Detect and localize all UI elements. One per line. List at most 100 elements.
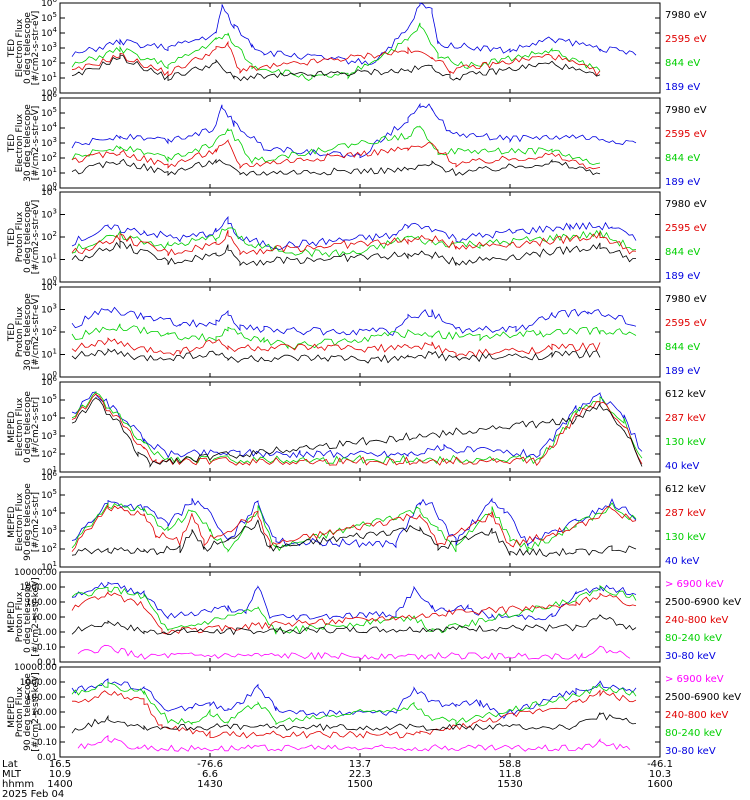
y-axis-label-line: Electron Flux bbox=[15, 18, 25, 77]
y-axis-label-line: Electron Flux bbox=[15, 113, 25, 172]
legend-entry: 130 keV bbox=[665, 437, 706, 448]
y-tick-label: 105 bbox=[41, 393, 57, 406]
y-axis-label-line: [#/cm2-s-str] bbox=[31, 492, 41, 552]
y-tick-label: 103 bbox=[41, 524, 57, 537]
tick-exponent: 4 bbox=[53, 185, 58, 193]
tick-exponent: 4 bbox=[53, 506, 58, 514]
legend-entry: 844 eV bbox=[665, 247, 700, 258]
tick-exponent: 4 bbox=[53, 411, 58, 419]
y-axis-label-line: TED bbox=[7, 228, 17, 247]
series-189-ev bbox=[71, 2, 637, 66]
tick-exponent: 2 bbox=[53, 151, 57, 159]
y-tick-label: 101 bbox=[41, 348, 57, 361]
footer-value: 16.5 bbox=[49, 759, 71, 770]
tick-exponent: 3 bbox=[53, 41, 57, 49]
y-axis-label-line: 30 deg telescope bbox=[23, 104, 33, 182]
footer-value: 6.6 bbox=[202, 769, 218, 780]
legend-entry: 2595 eV bbox=[665, 34, 707, 45]
y-tick-label: 1000.00 bbox=[20, 583, 57, 593]
footer-value: 1500 bbox=[347, 779, 372, 790]
legend-entry: 240-800 keV bbox=[665, 615, 729, 626]
legend-entry: 189 eV bbox=[665, 366, 700, 377]
y-tick-label: 101 bbox=[41, 166, 57, 179]
legend-entry: 30-80 keV bbox=[665, 651, 716, 662]
footer-value: 58.8 bbox=[499, 759, 521, 770]
tick-exponent: 3 bbox=[53, 208, 57, 216]
panel-7: 10000.00 1000.00 100.00 10.00 1.00 0.10 0.01 ME… bbox=[7, 568, 741, 668]
footer-value: 1600 bbox=[647, 779, 672, 790]
y-tick-label: 102 bbox=[41, 56, 57, 69]
y-tick-label: 101 bbox=[41, 71, 57, 84]
series-2595-ev bbox=[71, 229, 637, 256]
tick-exponent: 1 bbox=[53, 348, 57, 356]
y-tick-label: 102 bbox=[41, 230, 57, 243]
y-axis-label-line: Proton Flux bbox=[15, 306, 25, 357]
y-tick-label: 1.00 bbox=[37, 628, 57, 638]
y-axis-label-line: MEPED bbox=[7, 411, 17, 443]
y-tick-label: 104 bbox=[41, 26, 57, 39]
legend-entry: 2500-6900 keV bbox=[665, 692, 741, 703]
y-tick-label: 103 bbox=[41, 136, 57, 149]
footer-value: 10.9 bbox=[49, 769, 71, 780]
tick-exponent: 6 bbox=[53, 375, 58, 383]
footer-value: 13.7 bbox=[349, 759, 371, 770]
y-tick-label: 102 bbox=[41, 542, 57, 555]
y-axis-label-line: Proton Flux bbox=[15, 591, 25, 642]
panel-frame bbox=[59, 97, 661, 189]
tick-exponent: 3 bbox=[53, 524, 57, 532]
y-tick-label: 100.00 bbox=[26, 693, 58, 703]
panel-frame bbox=[59, 571, 661, 663]
legend-entry: 30-80 keV bbox=[665, 746, 716, 757]
series-287-kev bbox=[71, 503, 637, 552]
panel-frame bbox=[59, 666, 661, 758]
y-tick-label: 10000.00 bbox=[14, 568, 57, 578]
series-2595-ev bbox=[71, 337, 601, 358]
series-612-kev bbox=[71, 519, 637, 557]
legend-entry: 189 eV bbox=[665, 271, 700, 282]
tick-exponent: 1 bbox=[53, 560, 57, 568]
legend-entry: 287 keV bbox=[665, 413, 706, 424]
y-tick-label: 1.00 bbox=[37, 723, 57, 733]
y-axis-label-line: [#/cm2-s-str-eV] bbox=[31, 295, 41, 370]
legend-entry: 189 eV bbox=[665, 177, 700, 188]
legend-entry: 80-240 keV bbox=[665, 728, 722, 739]
tick-exponent: 3 bbox=[53, 303, 57, 311]
y-tick-label: 102 bbox=[41, 151, 57, 164]
tick-exponent: 0 bbox=[53, 86, 57, 94]
tick-exponent: 0 bbox=[53, 275, 57, 283]
y-tick-label: 106 bbox=[41, 0, 57, 9]
tick-exponent: 0 bbox=[53, 370, 57, 378]
tick-exponent: 5 bbox=[53, 393, 57, 401]
y-axis-label-line: MEPED bbox=[7, 601, 17, 633]
legend-entry: 2500-6900 keV bbox=[665, 597, 741, 608]
series-189-ev bbox=[71, 306, 637, 336]
y-axis-label-line: [#/cm2-s-str-eV] bbox=[31, 200, 41, 275]
y-tick-label: 104 bbox=[41, 121, 57, 134]
tick-exponent: 1 bbox=[53, 253, 57, 261]
y-tick-label: 104 bbox=[41, 411, 57, 424]
tick-exponent: 6 bbox=[53, 91, 58, 99]
y-tick-label: 102 bbox=[41, 447, 57, 460]
series-80-240-kev bbox=[71, 682, 637, 726]
series-287-kev bbox=[71, 392, 643, 466]
y-tick-label: 102 bbox=[41, 325, 57, 338]
legend-entry: 40 keV bbox=[665, 556, 699, 567]
series-2595-ev bbox=[71, 139, 601, 170]
panel-frame bbox=[59, 191, 661, 283]
y-axis-label-line: 90 deg telescope bbox=[23, 483, 33, 561]
y-axis-label-line: MEPED bbox=[7, 506, 17, 538]
footer-row-label: hhmm bbox=[2, 779, 34, 790]
footer-value: 1430 bbox=[197, 779, 222, 790]
y-tick-label: 1000.00 bbox=[20, 678, 57, 688]
legend-entry: > 6900 keV bbox=[665, 579, 724, 590]
series--6900-kev bbox=[77, 644, 631, 661]
tick-exponent: 2 bbox=[53, 230, 57, 238]
y-axis-label-line: [#/cm2-s-str-eV] bbox=[31, 106, 41, 181]
series-2595-ev bbox=[71, 40, 601, 77]
y-tick-label: 101 bbox=[41, 253, 57, 266]
series-7980-ev bbox=[71, 54, 601, 82]
